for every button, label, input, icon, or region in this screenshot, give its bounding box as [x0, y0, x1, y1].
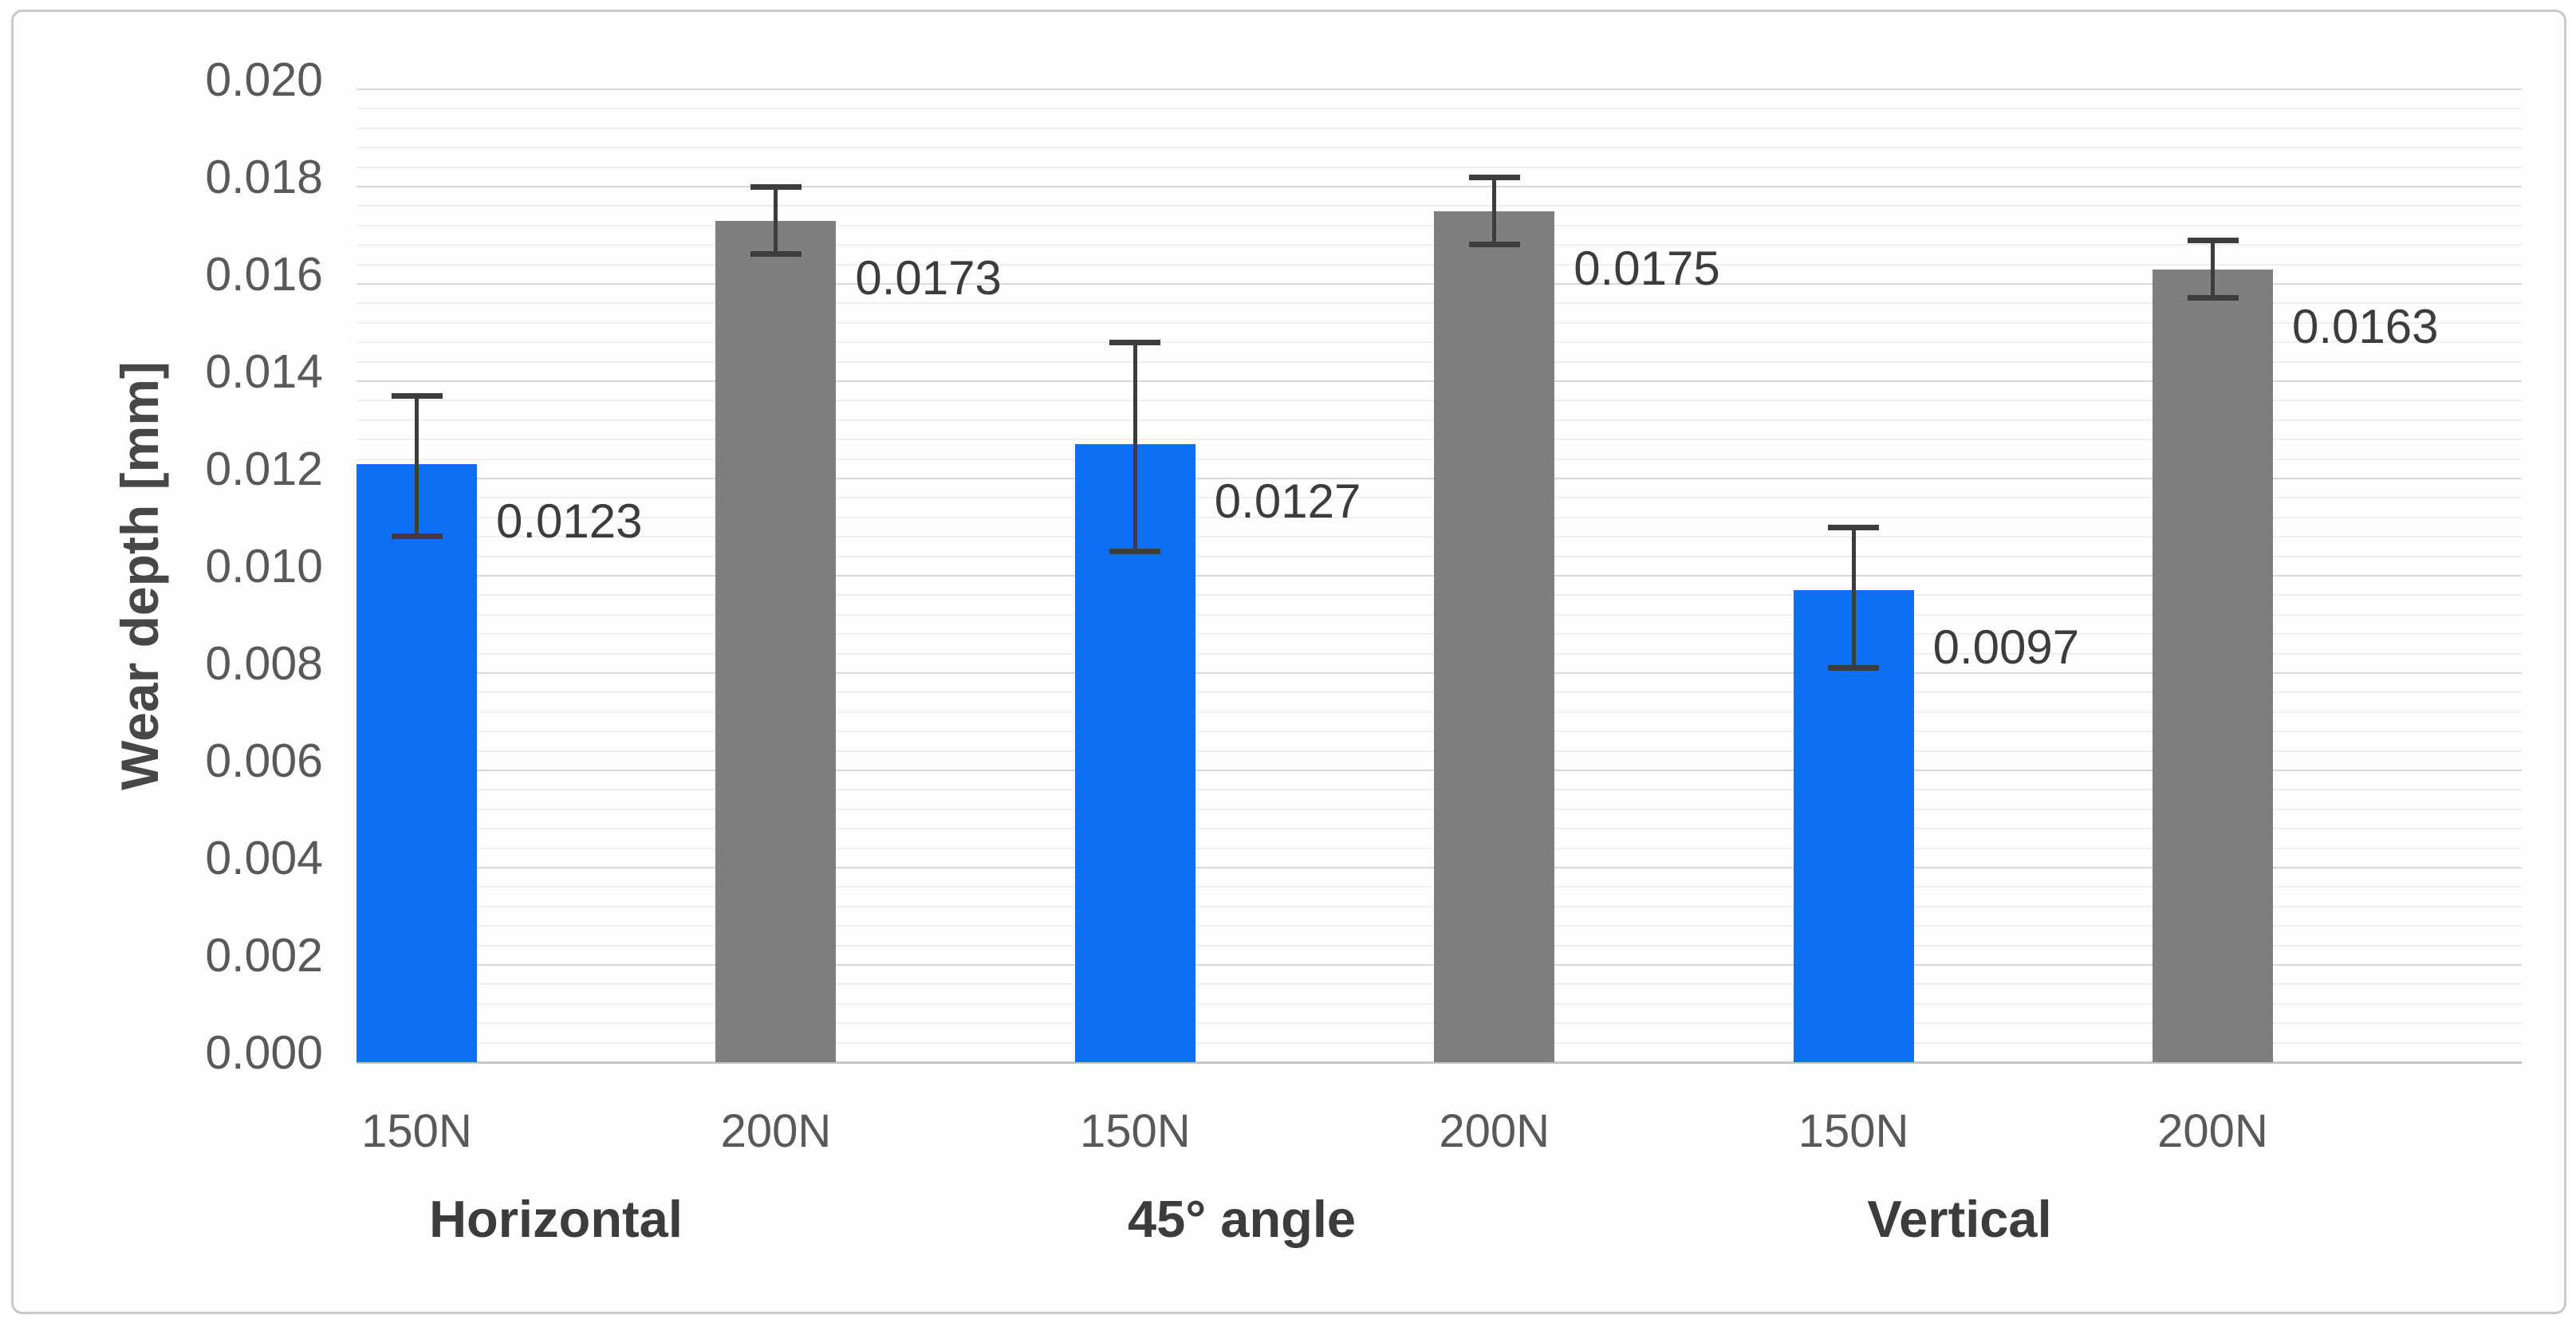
- x-tick-label: 150N: [361, 1105, 472, 1157]
- y-tick-label: 0.016: [205, 248, 323, 301]
- error-bar-line: [2211, 240, 2215, 299]
- error-bar-cap-top: [1828, 525, 1880, 530]
- y-tick-label: 0.012: [205, 443, 323, 495]
- bar-45-angle-200n: [1434, 211, 1555, 1062]
- bar-data-label: 0.0163: [2292, 299, 2439, 353]
- error-bar-cap-top: [750, 184, 802, 190]
- minor-gridline: [356, 127, 2522, 129]
- x-tick-label: 200N: [1439, 1105, 1550, 1157]
- plot-area: 0.0123 0.0173 0.0127 0.0175 0.0097 0.0163: [356, 89, 2522, 1064]
- y-tick-label: 0.010: [205, 540, 323, 593]
- minor-gridline: [356, 205, 2522, 207]
- y-tick-label: 0.002: [205, 929, 323, 982]
- error-bar-cap-bottom: [2187, 295, 2239, 301]
- y-tick-label: 0.014: [205, 345, 323, 398]
- group-label: Horizontal: [429, 1190, 683, 1248]
- error-bar-cap-bottom: [1109, 548, 1161, 554]
- y-tick-label: 0.004: [205, 832, 323, 884]
- error-bar-cap-bottom: [391, 534, 443, 540]
- y-tick-label: 0.006: [205, 734, 323, 787]
- error-bar-line: [1132, 342, 1137, 552]
- y-tick-label: 0.000: [205, 1026, 323, 1079]
- error-bar-cap-bottom: [1828, 664, 1880, 671]
- x-tick-label: 200N: [720, 1105, 832, 1157]
- y-tick-label: 0.020: [205, 53, 323, 106]
- bar-horizontal-200n: [715, 220, 837, 1062]
- bar-data-label: 0.0097: [1932, 620, 2080, 675]
- error-bar-line: [1492, 176, 1497, 246]
- group-label: Vertical: [1867, 1190, 2052, 1248]
- x-tick-label: 150N: [1798, 1105, 1909, 1157]
- error-bar-cap-top: [1468, 174, 1520, 180]
- minor-gridline: [356, 147, 2522, 149]
- error-bar-cap-top: [391, 393, 443, 400]
- minor-gridline: [356, 108, 2522, 110]
- bar-vertical-200n: [2153, 269, 2273, 1062]
- major-gridline: [356, 186, 2522, 187]
- error-bar-line: [415, 396, 419, 537]
- error-bar-cap-top: [1109, 340, 1161, 346]
- error-bar-line: [774, 187, 778, 255]
- y-tick-label: 0.008: [205, 637, 323, 690]
- group-label: 45° angle: [1127, 1190, 1357, 1248]
- bar-horizontal-150n: [356, 463, 477, 1062]
- error-bar-cap-top: [2187, 238, 2239, 244]
- y-tick-label: 0.018: [205, 151, 323, 203]
- bar-data-label: 0.0127: [1214, 474, 1361, 529]
- minor-gridline: [356, 166, 2522, 168]
- error-bar-cap-bottom: [1468, 242, 1520, 248]
- x-tick-label: 200N: [2157, 1105, 2268, 1157]
- error-bar-cap-bottom: [750, 251, 802, 258]
- major-gridline: [356, 89, 2522, 90]
- x-axis-line: [356, 1061, 2522, 1064]
- bar-data-label: 0.0175: [1574, 241, 1720, 295]
- chart-card: Wear depth [mm] 0.000 0.002 0.004 0.006 0.00…: [11, 10, 2566, 1314]
- error-bar-line: [1851, 527, 1856, 668]
- x-tick-label: 150N: [1079, 1105, 1191, 1157]
- bar-data-label: 0.0173: [855, 250, 1002, 305]
- bar-data-label: 0.0123: [496, 494, 643, 548]
